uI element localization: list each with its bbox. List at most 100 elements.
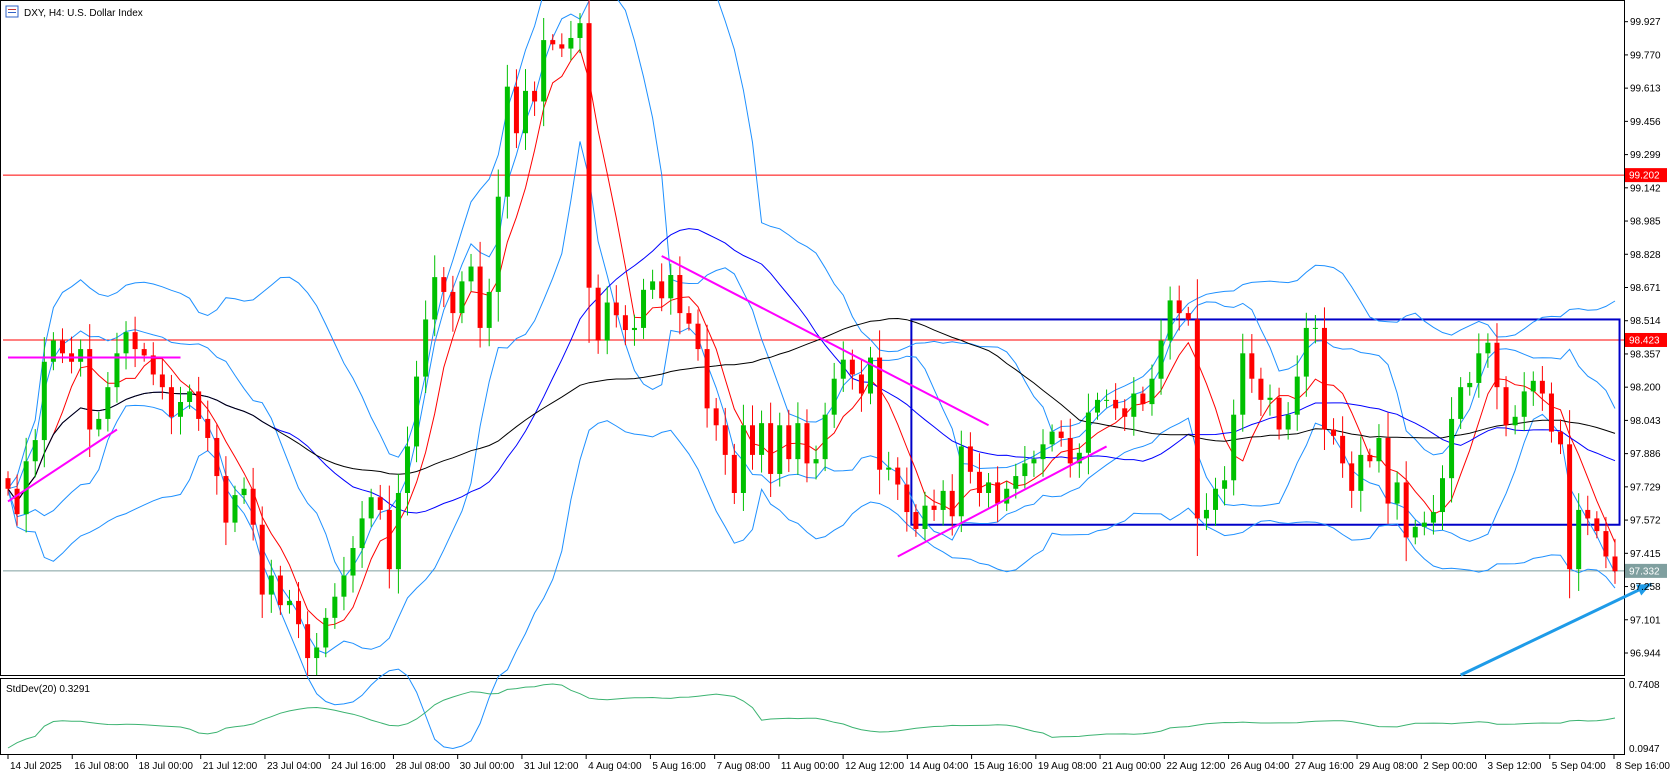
- candle-body: [995, 482, 1001, 504]
- time-axis-tick-label: 14 Jul 2025: [10, 761, 62, 772]
- candle-body: [1485, 342, 1491, 354]
- candle-body: [5, 478, 11, 489]
- candle-body: [749, 425, 755, 455]
- candle-body: [1312, 327, 1318, 329]
- candle-body: [50, 340, 56, 362]
- time-axis-tick-label: 5 Aug 16:00: [652, 761, 706, 772]
- price-axis-tick-label: 98.200: [1630, 383, 1661, 394]
- price-axis-tick-label: 96.944: [1630, 648, 1661, 659]
- price-axis-tick-label: 97.572: [1630, 516, 1661, 527]
- price-axis-tick-label: 97.415: [1630, 549, 1661, 560]
- candle-body: [1340, 435, 1346, 464]
- price-axis-tick-label: 98.514: [1630, 316, 1661, 327]
- price-axis-tick-label: 99.142: [1630, 183, 1661, 194]
- candle-body: [205, 418, 211, 438]
- candle-body: [486, 291, 492, 328]
- candle-body: [568, 37, 574, 49]
- candle-body: [550, 40, 556, 45]
- candle-body: [1421, 522, 1427, 527]
- time-axis-tick-label: 27 Aug 16:00: [1295, 761, 1354, 772]
- candle-body: [423, 319, 429, 377]
- candle-body: [904, 484, 910, 513]
- candle-body: [659, 281, 665, 299]
- candle-body: [976, 471, 982, 493]
- level-price-tag: [1625, 168, 1667, 183]
- candle-body: [1476, 353, 1482, 383]
- candle-body: [631, 327, 637, 331]
- candle-body: [78, 349, 84, 362]
- candle-body: [1149, 378, 1155, 405]
- candle-body: [286, 600, 292, 606]
- time-axis-tick-label: 16 Jul 08:00: [74, 761, 129, 772]
- candle-body: [613, 302, 619, 316]
- time-axis-tick-label: 11 Aug 00:00: [781, 761, 840, 772]
- candle-body: [1449, 418, 1455, 479]
- candle-body: [1558, 431, 1564, 445]
- candle-body: [504, 86, 510, 197]
- candle-body: [604, 302, 610, 341]
- candle-body: [14, 488, 20, 515]
- time-axis-tick-label: 21 Aug 00:00: [1102, 761, 1161, 772]
- candle-body: [377, 497, 383, 510]
- candle-body: [1185, 313, 1191, 320]
- candle-body: [813, 459, 819, 464]
- candle-body: [1358, 454, 1364, 491]
- candle-body: [1548, 393, 1554, 432]
- candle-body: [1267, 397, 1273, 400]
- candle-body: [59, 340, 65, 354]
- candle-body: [677, 275, 683, 314]
- candle-body: [840, 359, 846, 379]
- candle-body: [368, 497, 374, 519]
- time-axis-tick-label: 3 Sep 12:00: [1488, 761, 1542, 772]
- candle-body: [277, 575, 283, 606]
- candle-body: [577, 23, 583, 38]
- candle-body: [314, 647, 320, 659]
- chart-window-icon[interactable]: [5, 5, 19, 18]
- drawing-objects: [7, 255, 1652, 677]
- candle-body: [1503, 387, 1509, 426]
- candle-body: [1240, 353, 1246, 415]
- support-trendline-left: [7, 428, 118, 503]
- candle-body: [1331, 429, 1337, 436]
- candle-body: [123, 332, 129, 354]
- candle-body: [259, 524, 265, 595]
- candle-body: [114, 353, 120, 388]
- time-axis-tick-label: 30 Jul 00:00: [460, 761, 515, 772]
- candle-body: [1249, 353, 1255, 379]
- candle-body: [795, 423, 801, 460]
- candle-body: [695, 323, 701, 350]
- level-price-tag: [1625, 332, 1667, 347]
- price-axis-tick-label: 99.770: [1630, 50, 1661, 61]
- price-axis-tick-label: 97.258: [1630, 582, 1661, 593]
- time-axis-tick-label: 31 Jul 12:00: [524, 761, 579, 772]
- candle-body: [395, 492, 401, 570]
- time-axis-tick-label: 14 Aug 04:00: [909, 761, 968, 772]
- candle-body: [731, 454, 737, 493]
- candle-body: [305, 624, 311, 659]
- candle-body: [586, 23, 592, 288]
- candle-body: [1231, 414, 1237, 481]
- candle-body: [214, 437, 220, 477]
- candle-body: [232, 495, 238, 523]
- candle-body: [1040, 444, 1046, 460]
- candle-body: [532, 90, 538, 102]
- price-axis-tick-label: 99.456: [1630, 117, 1661, 128]
- candle-body: [949, 490, 955, 517]
- time-axis-tick-label: 28 Jul 08:00: [395, 761, 450, 772]
- slow-moving-average: [7, 317, 1616, 503]
- candle-body: [1367, 454, 1373, 462]
- candle-body: [1521, 391, 1527, 417]
- candle-body: [1076, 452, 1082, 464]
- candle-body: [459, 281, 465, 314]
- candle-body: [804, 423, 810, 464]
- candle-body: [1567, 444, 1573, 570]
- candle-body: [1022, 463, 1028, 477]
- forecast-arrow-shaft: [1460, 582, 1652, 677]
- candle-body: [967, 446, 973, 472]
- indicator-plot-frame: [0, 678, 1625, 755]
- candle-body: [1612, 556, 1618, 572]
- candle-body: [740, 425, 746, 493]
- candle-body: [940, 490, 946, 510]
- candle-body: [1539, 380, 1545, 394]
